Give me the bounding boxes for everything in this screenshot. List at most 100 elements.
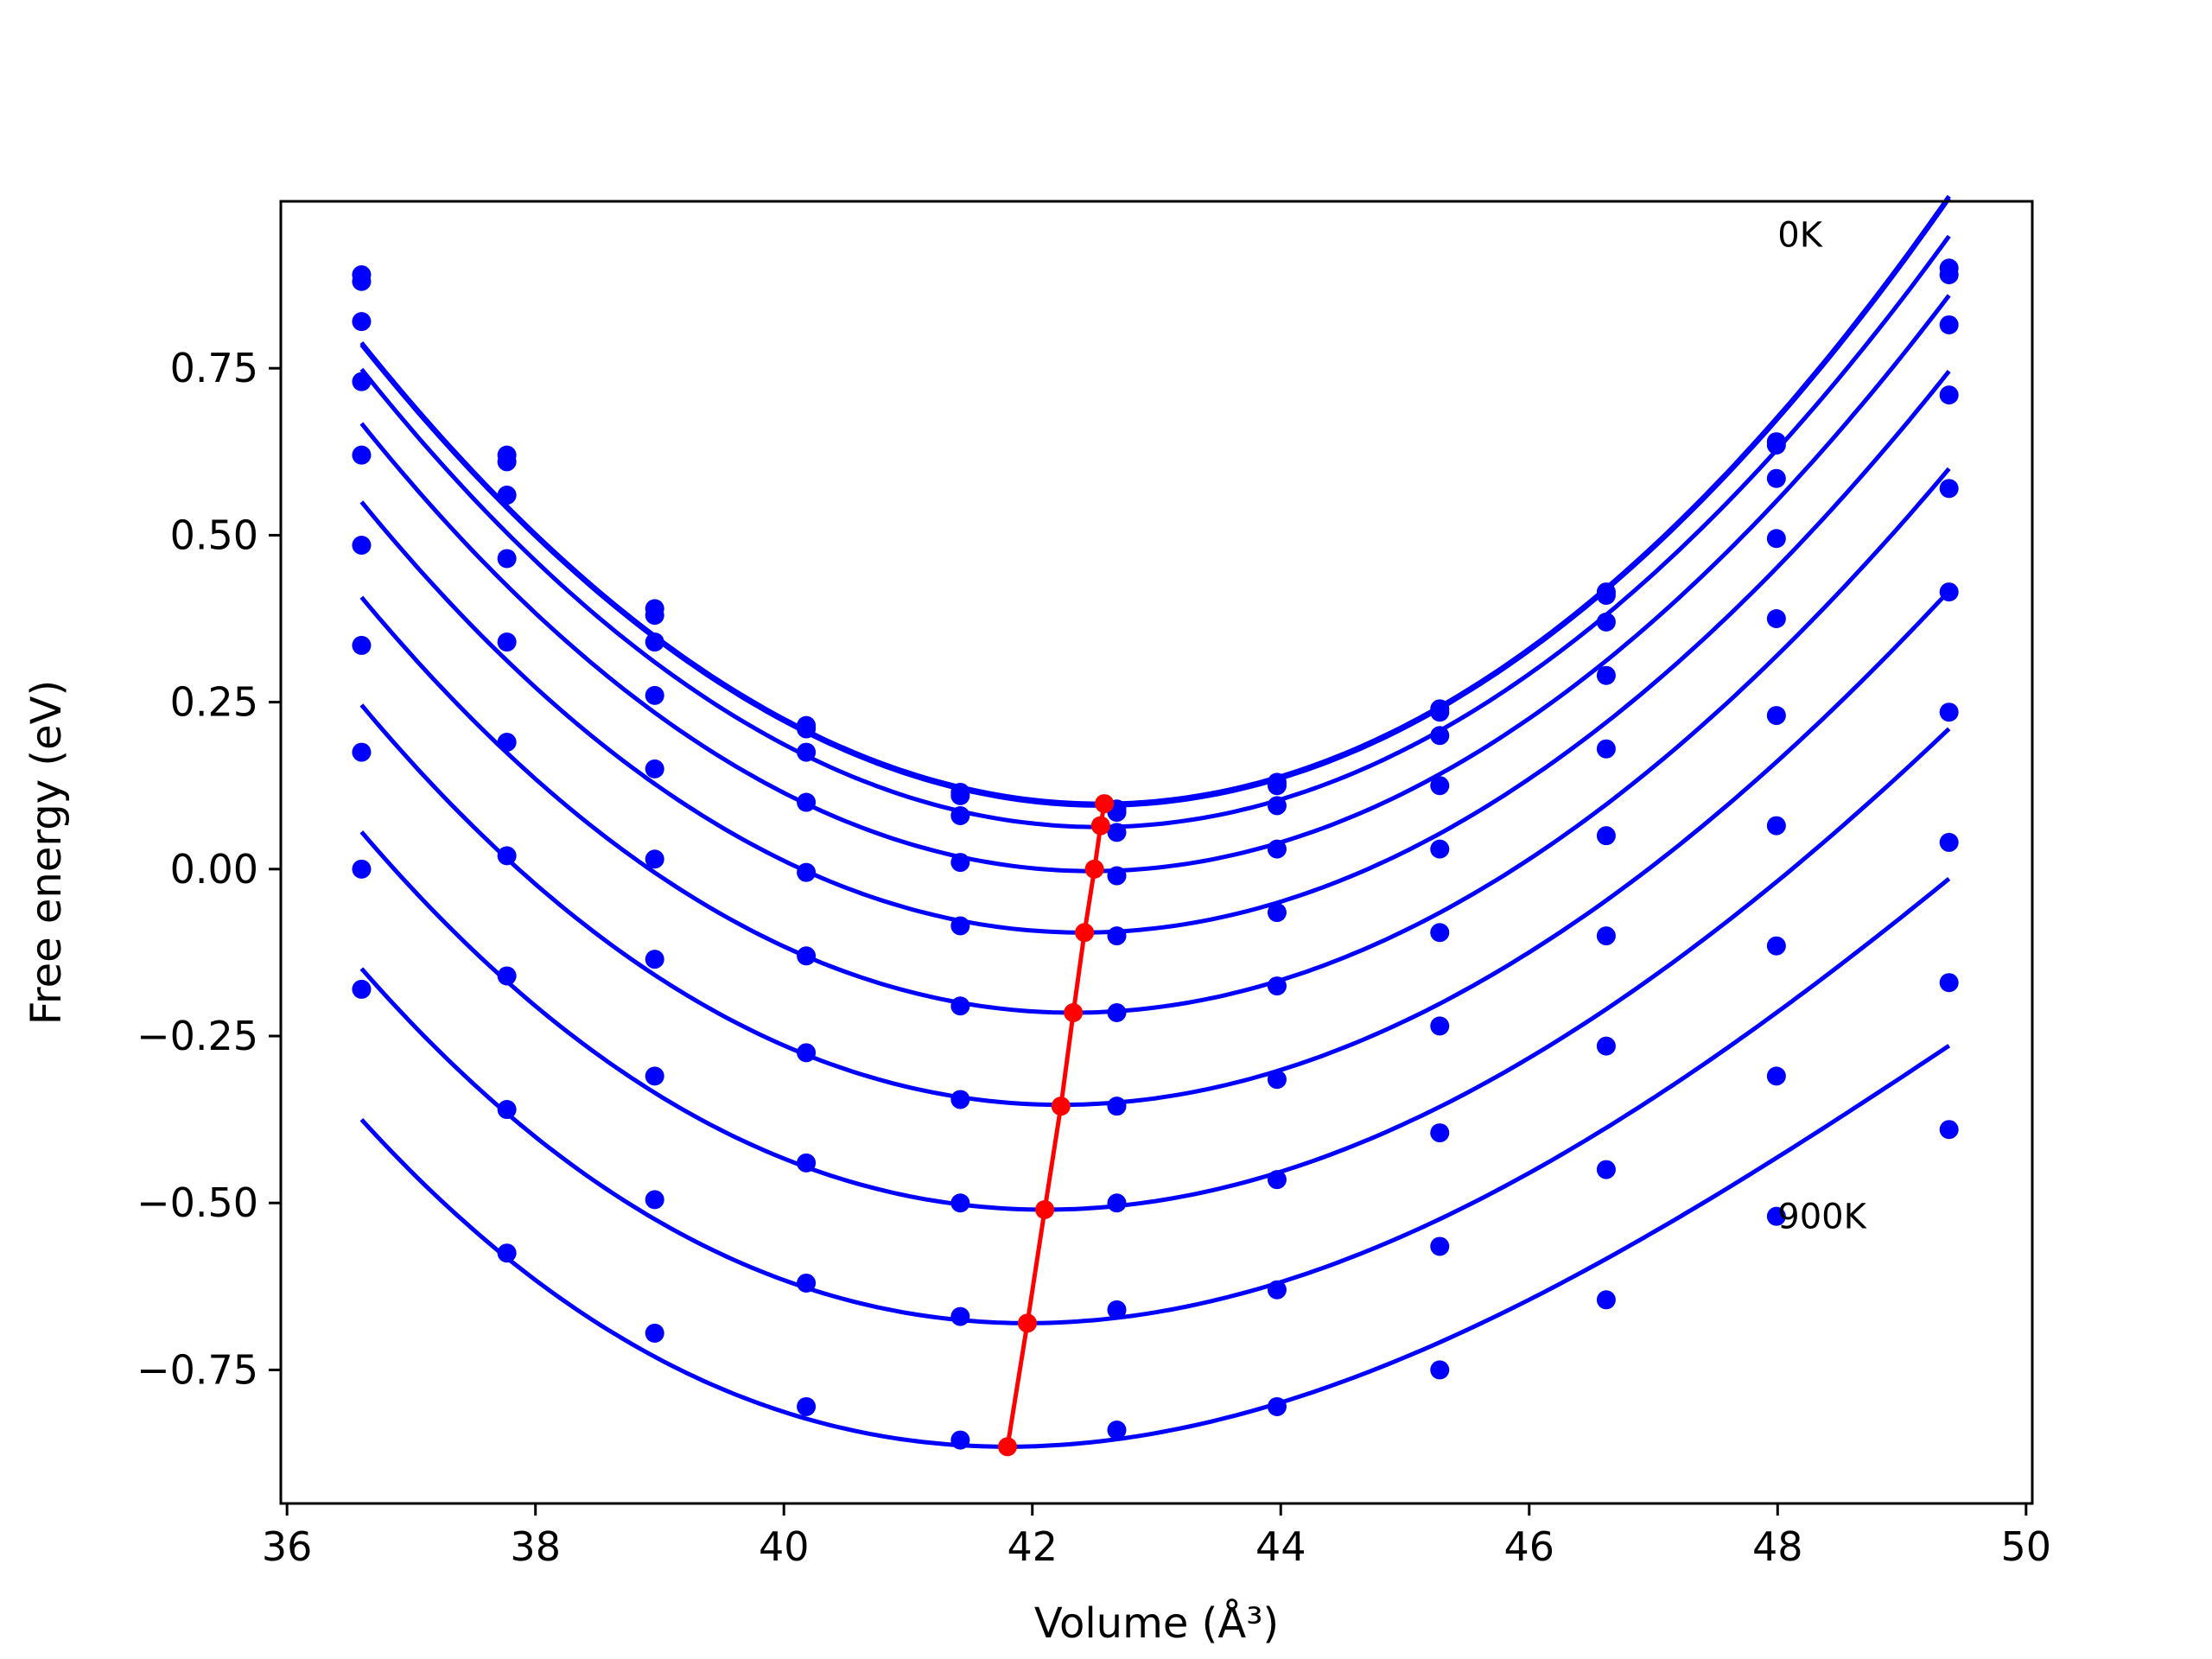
data-point bbox=[1766, 435, 1786, 455]
y-tick-label: −0.75 bbox=[137, 1346, 258, 1393]
data-point bbox=[645, 1323, 664, 1343]
x-tick-label: 48 bbox=[1752, 1523, 1803, 1570]
data-point bbox=[1596, 585, 1616, 605]
data-point bbox=[352, 859, 372, 879]
data-point bbox=[1267, 976, 1287, 996]
data-point bbox=[950, 1306, 970, 1326]
fit-curve bbox=[359, 196, 1951, 808]
data-point bbox=[1430, 1360, 1450, 1380]
data-point bbox=[1939, 832, 1959, 852]
minimum-point bbox=[1075, 923, 1095, 943]
fit-curve bbox=[359, 234, 1951, 830]
fit-curve bbox=[359, 727, 1951, 1212]
data-point bbox=[797, 792, 817, 812]
fit-curve bbox=[359, 370, 1951, 935]
minimum-point bbox=[1090, 816, 1110, 836]
data-point bbox=[1430, 726, 1450, 746]
data-point bbox=[1596, 1160, 1616, 1179]
data-point bbox=[797, 946, 817, 966]
y-tick-label: 0.25 bbox=[170, 679, 258, 726]
data-point bbox=[797, 742, 817, 762]
data-point bbox=[950, 1430, 970, 1450]
data-point bbox=[950, 1090, 970, 1109]
data-point bbox=[1267, 1070, 1287, 1090]
data-point bbox=[1430, 1123, 1450, 1143]
x-tick-label: 38 bbox=[510, 1523, 561, 1570]
data-point bbox=[797, 1396, 817, 1416]
data-point bbox=[1766, 816, 1786, 836]
data-point bbox=[1596, 612, 1616, 632]
data-point bbox=[950, 853, 970, 873]
data-point bbox=[645, 1190, 664, 1210]
x-axis-ticks: 36 38 40 42 44 46 48 50 bbox=[262, 1503, 2051, 1570]
data-point bbox=[1107, 926, 1127, 946]
data-point bbox=[1267, 1396, 1287, 1416]
data-point bbox=[1939, 315, 1959, 334]
minimum-point bbox=[1064, 1002, 1084, 1022]
data-point bbox=[1267, 1170, 1287, 1190]
minimum-point bbox=[1051, 1096, 1071, 1116]
data-point bbox=[1267, 776, 1287, 796]
data-point bbox=[497, 549, 517, 569]
data-point bbox=[950, 805, 970, 825]
minimum-point bbox=[1084, 859, 1104, 879]
fit-curve bbox=[359, 589, 1951, 1108]
y-tick-label: 0.75 bbox=[170, 345, 258, 391]
y-tick-label: 0.50 bbox=[170, 512, 258, 558]
data-point bbox=[1267, 1280, 1287, 1300]
data-point bbox=[1107, 823, 1127, 842]
data-point bbox=[352, 742, 372, 762]
data-point bbox=[1267, 903, 1287, 923]
x-tick-label: 44 bbox=[1255, 1523, 1306, 1570]
data-point bbox=[1939, 582, 1959, 602]
data-point bbox=[797, 719, 817, 739]
temperature-annotation: 0K bbox=[1777, 216, 1823, 256]
fit-curve bbox=[359, 876, 1951, 1325]
data-point bbox=[1939, 973, 1959, 993]
fit-curve bbox=[359, 1044, 1951, 1449]
data-point bbox=[950, 996, 970, 1016]
data-point bbox=[352, 312, 372, 332]
x-tick-label: 50 bbox=[2001, 1523, 2052, 1570]
data-point bbox=[1430, 1016, 1450, 1036]
data-point bbox=[352, 979, 372, 999]
data-point bbox=[497, 966, 517, 986]
data-point bbox=[645, 950, 664, 969]
data-point bbox=[1430, 839, 1450, 859]
data-points bbox=[352, 258, 1959, 1450]
y-tick-label: 0.00 bbox=[170, 846, 258, 893]
data-point bbox=[950, 1193, 970, 1213]
data-point bbox=[497, 1243, 517, 1263]
data-point bbox=[797, 862, 817, 882]
data-point bbox=[1939, 702, 1959, 722]
data-point bbox=[1107, 1002, 1127, 1022]
data-point bbox=[1766, 529, 1786, 549]
data-point bbox=[1107, 866, 1127, 886]
data-point bbox=[352, 271, 372, 291]
data-point bbox=[645, 632, 664, 652]
data-point bbox=[1430, 776, 1450, 796]
data-point bbox=[1766, 706, 1786, 726]
plot-area bbox=[352, 194, 1959, 1457]
x-tick-label: 40 bbox=[759, 1523, 810, 1570]
y-tick-label: −0.25 bbox=[137, 1013, 258, 1059]
minima-path bbox=[997, 794, 1115, 1457]
data-point bbox=[1596, 826, 1616, 846]
data-point bbox=[352, 445, 372, 465]
data-point bbox=[797, 1153, 817, 1173]
data-point bbox=[497, 632, 517, 652]
x-tick-label: 46 bbox=[1504, 1523, 1555, 1570]
fit-curve bbox=[359, 467, 1951, 1015]
data-point bbox=[645, 759, 664, 779]
minimum-point bbox=[997, 1437, 1017, 1457]
data-point bbox=[352, 372, 372, 391]
data-point bbox=[1107, 1420, 1127, 1440]
data-point bbox=[1596, 739, 1616, 759]
temperature-annotation: 900K bbox=[1777, 1198, 1867, 1237]
annotations: 0K 900K bbox=[1777, 216, 1867, 1237]
data-point bbox=[497, 1100, 517, 1120]
data-point bbox=[797, 1043, 817, 1063]
data-point bbox=[1107, 1300, 1127, 1319]
minimum-point bbox=[1035, 1199, 1055, 1219]
